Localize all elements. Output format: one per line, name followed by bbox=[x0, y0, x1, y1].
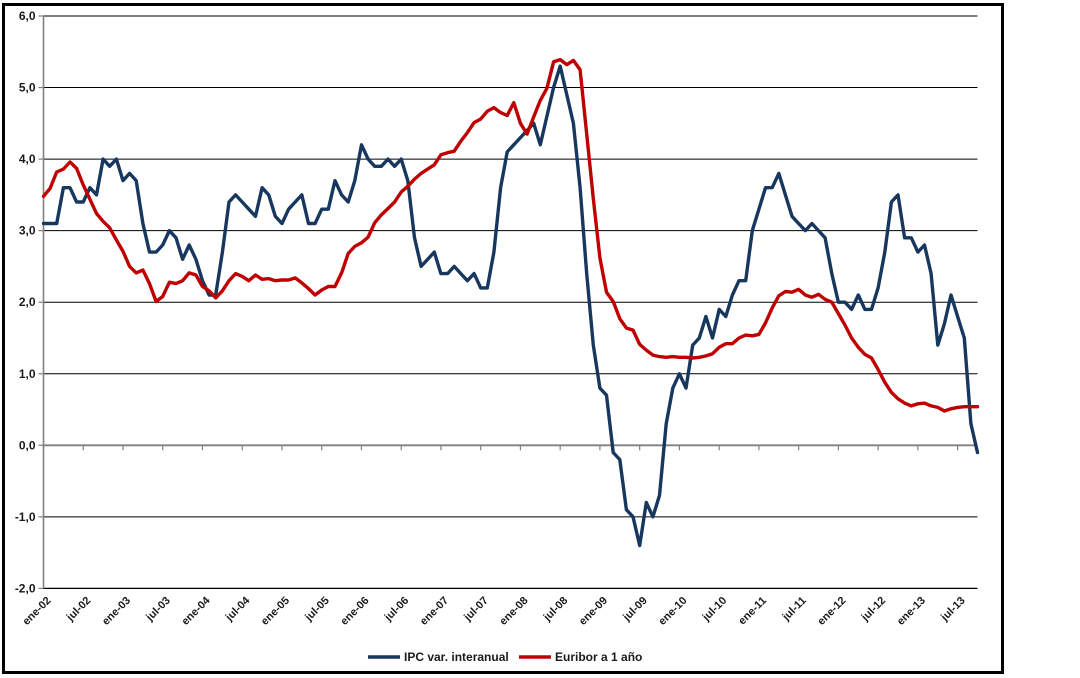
legend: IPC var. interanual Euribor a 1 año bbox=[368, 650, 642, 664]
y-tick-label: 0,0 bbox=[19, 438, 36, 452]
y-tick-label: 2,0 bbox=[19, 295, 36, 309]
y-tick-label: 3,0 bbox=[19, 224, 36, 238]
series-line-euribor-a-1-a-o bbox=[41, 57, 980, 413]
y-tick-label: 1,0 bbox=[19, 367, 36, 381]
y-tick-label: 5,0 bbox=[19, 81, 36, 95]
y-tick-labels: 6,0 5,0 4,0 3,0 2,0 1,0 0,0 -1,0 -2,0 bbox=[15, 9, 36, 595]
y-tick-label: 4,0 bbox=[19, 152, 36, 166]
legend-label-euribor-a-1-a-o: Euribor a 1 año bbox=[555, 650, 642, 664]
y-tick-label: -2,0 bbox=[15, 581, 36, 595]
gridlines bbox=[43, 15, 978, 590]
legend-label-ipc-var-interanual: IPC var. interanual bbox=[404, 650, 509, 664]
y-tick-label: -1,0 bbox=[15, 510, 36, 524]
figure-border bbox=[2, 3, 1004, 674]
y-axis bbox=[38, 15, 45, 590]
y-tick-label: 6,0 bbox=[19, 9, 36, 23]
series-line-ipc-var-interanual bbox=[41, 64, 980, 548]
